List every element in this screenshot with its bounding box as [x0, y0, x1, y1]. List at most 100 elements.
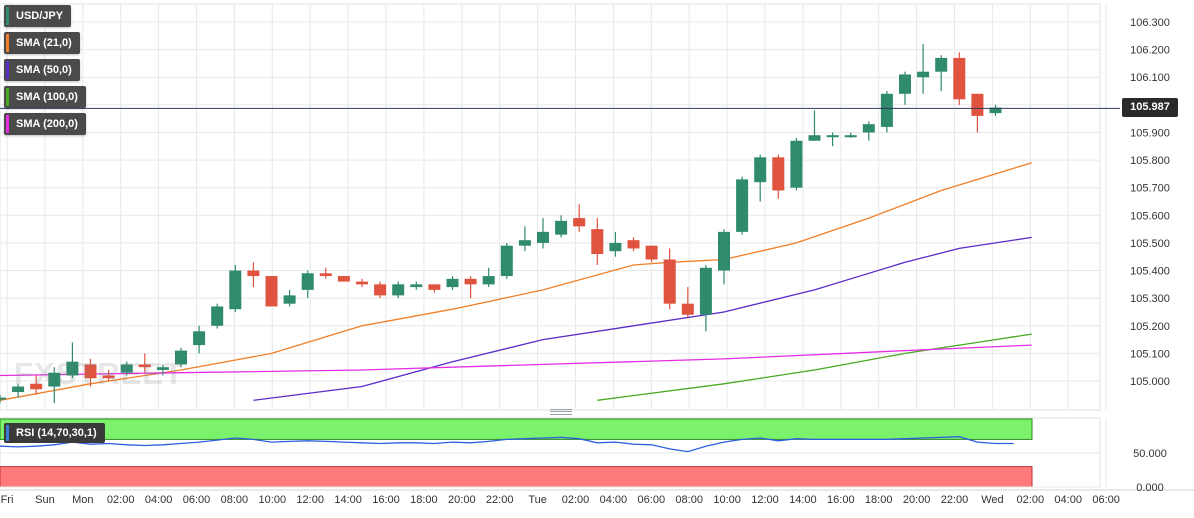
x-tick-label: 08:00 [675, 494, 703, 506]
candle-body-down [953, 57, 966, 100]
candle-body-down [573, 218, 586, 227]
sma-line [0, 162, 1032, 401]
x-tick-label: 04:00 [600, 494, 628, 506]
legend-label: SMA (21,0) [16, 37, 72, 49]
legend-label: SMA (200,0) [16, 118, 78, 130]
candle-body-up [66, 361, 79, 376]
x-tick-label: 22:00 [486, 494, 514, 506]
y-tick-label: 105.800 [1130, 155, 1170, 167]
legend-sma-100[interactable]: SMA (100,0) [4, 86, 86, 108]
pane-resize-handle[interactable] [550, 409, 572, 415]
candle-body-up [500, 245, 513, 277]
x-tick-label: 02:00 [1017, 494, 1045, 506]
y-tick-label: 106.300 [1130, 17, 1170, 29]
candle-body-up [0, 397, 6, 400]
candle-body-down [84, 364, 97, 379]
candle-body-down [428, 284, 441, 290]
rsi-legend[interactable]: RSI (14,70,30,1) [4, 423, 105, 443]
x-tick-label: 14:00 [789, 494, 817, 506]
candle-body-up [699, 267, 712, 315]
candle-body-up [482, 276, 495, 285]
candle-body-up [229, 270, 242, 310]
legend-swatch [6, 88, 9, 106]
candle-body-down [971, 93, 984, 116]
candle-body-up [917, 71, 930, 78]
rsi-tick-label: 50.000 [1133, 448, 1167, 460]
legend-sma-21[interactable]: SMA (21,0) [4, 32, 80, 54]
y-tick-label: 105.300 [1130, 293, 1170, 305]
sma-line [0, 344, 1032, 377]
x-tick-label: Mon [72, 494, 93, 506]
candle-body-down [663, 259, 676, 304]
candle-body-up [880, 93, 893, 127]
x-tick-label: 06:00 [1092, 494, 1120, 506]
y-tick-label: 105.100 [1130, 348, 1170, 360]
candle-body-down [102, 375, 115, 379]
x-tick-label: Tue [528, 494, 547, 506]
candle-body-down [772, 157, 785, 191]
legend-label: SMA (50,0) [16, 64, 72, 76]
candle-body-down [30, 383, 43, 390]
x-tick-label: 16:00 [827, 494, 855, 506]
legend-swatch [6, 34, 9, 52]
x-tick-label: 10:00 [259, 494, 287, 506]
watermark: FXSTREET [14, 356, 184, 391]
rsi-oversold-zone [0, 466, 1033, 488]
legend-sma-200[interactable]: SMA (200,0) [4, 113, 86, 135]
candle-body-up [12, 386, 25, 393]
rsi-tick-label: 0.000 [1136, 482, 1164, 494]
legend-label: USD/JPY [16, 10, 64, 22]
candle-body-up [826, 135, 839, 138]
candle-body-up [392, 284, 405, 296]
candle-body-up [156, 367, 169, 370]
legend-usdjpy[interactable]: USD/JPY [4, 5, 72, 27]
candle-body-down [374, 284, 387, 296]
candle-body-down [319, 273, 332, 277]
candle-body-up [48, 372, 61, 387]
y-tick-label: 105.400 [1130, 266, 1170, 278]
candle-body-down [247, 270, 260, 277]
x-tick-label: 20:00 [448, 494, 476, 506]
x-tick-label: 12:00 [751, 494, 779, 506]
candle-body-up [989, 107, 1002, 114]
legend-sma-50[interactable]: SMA (50,0) [4, 59, 80, 81]
x-tick-label: 22:00 [941, 494, 969, 506]
legend-swatch [6, 61, 9, 79]
candle-body-down [591, 229, 604, 254]
y-tick-label: 106.200 [1130, 45, 1170, 57]
x-tick-label: 06:00 [638, 494, 666, 506]
candle-body-down [464, 278, 477, 285]
current-price-badge: 105.987 [1122, 98, 1178, 117]
rsi-line [0, 436, 1014, 453]
x-tick-label: 02:00 [562, 494, 590, 506]
candle-body-up [736, 179, 749, 232]
candle-body-up [301, 273, 314, 290]
x-tick-label: Sun [35, 494, 55, 506]
candle-body-up [211, 306, 224, 326]
legend-swatch [6, 7, 9, 25]
candle-body-down [681, 303, 694, 315]
x-tick-label: Wed [981, 494, 1003, 506]
x-tick-label: 04:00 [1054, 494, 1082, 506]
candle-body-down [645, 245, 658, 260]
legend-label: SMA (100,0) [16, 91, 78, 103]
candle-body-up [899, 74, 911, 94]
candle-body-up [718, 231, 730, 271]
rsi-label-text: RSI (14,70,30,1) [16, 427, 97, 439]
candle-body-up [844, 135, 857, 138]
candle-body-up [609, 242, 622, 252]
candle-body-up [120, 364, 133, 373]
y-tick-label: 105.200 [1130, 321, 1170, 333]
candle-body-down [356, 281, 368, 285]
x-tick-label: 10:00 [713, 494, 741, 506]
candle-body-up [555, 220, 568, 235]
x-tick-label: 02:00 [107, 494, 135, 506]
x-tick-label: 04:00 [145, 494, 173, 506]
x-tick-label: 16:00 [372, 494, 400, 506]
legend-swatch [6, 425, 9, 441]
candle-body-down [337, 276, 350, 282]
x-tick-label: 18:00 [410, 494, 438, 506]
y-tick-label: 105.000 [1130, 376, 1170, 388]
